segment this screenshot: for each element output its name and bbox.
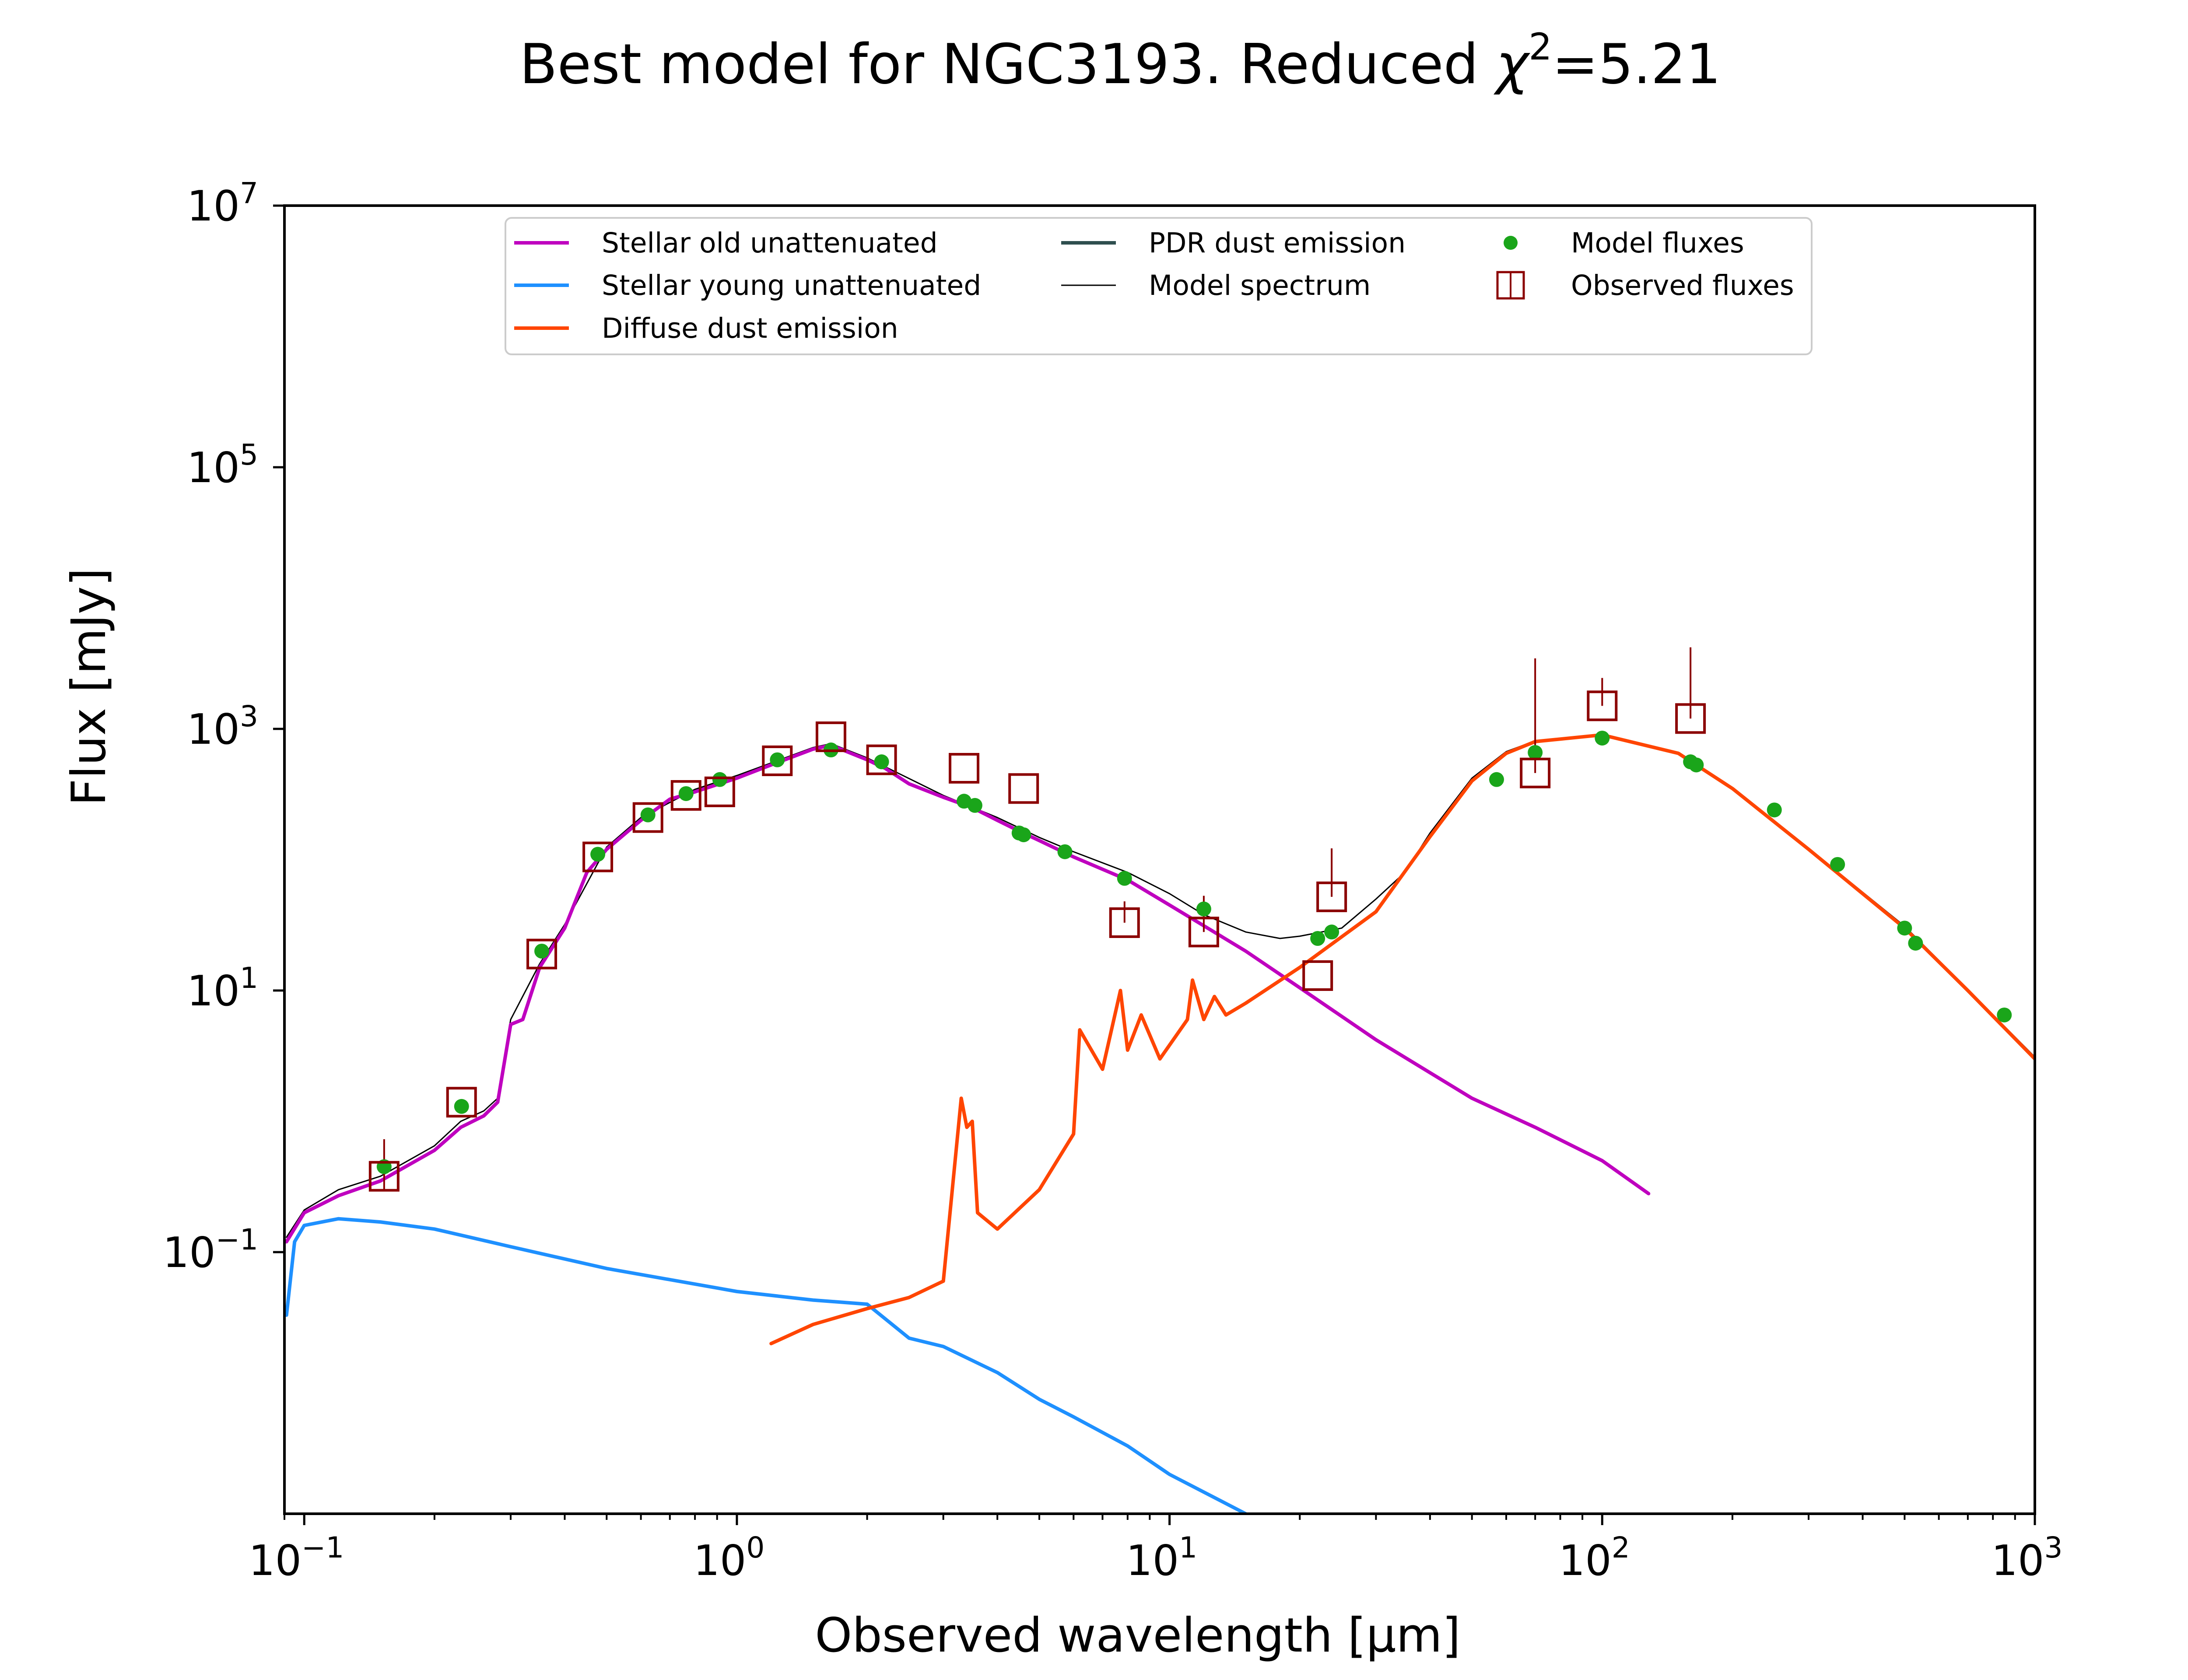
series-line-stellar-young-unattenuated [284,1217,1248,1514]
model-flux-point [874,754,889,770]
observed-flux-marker [1109,907,1140,938]
y-tick-label: 105 [187,438,258,492]
observed-flux-marker [1587,690,1618,721]
chi-symbol: χ [1494,32,1531,96]
y-tick-label: 103 [187,700,258,754]
legend-box [505,217,1813,355]
legend-label-model-fluxes: Model fluxes [1571,227,1744,259]
observed-flux-marker [670,780,701,811]
observed-flux-marker [632,802,663,833]
observed-flux-marker [1302,960,1333,991]
legend-label-observed-fluxes: Observed fluxes [1571,270,1794,301]
model-flux-point [967,798,982,813]
legend-label-pdr-dust-emission: PDR dust emission [1149,227,1406,259]
model-flux-point [1767,802,1782,818]
y-axis-label: Flux [mJy] [62,568,116,806]
x-axis-label: Observed wavelength [μm] [815,1608,1461,1663]
observed-flux-marker [704,776,735,807]
legend-label-stellar-young-unattenuated: Stellar young unattenuated [602,270,981,301]
model-flux-point [712,772,727,787]
model-flux-point [640,807,656,822]
legend-label-model-spectrum: Model spectrum [1149,270,1371,301]
observed-flux-marker [1675,703,1706,734]
observed-flux-marker [1520,757,1551,788]
observed-flux-marker [446,1087,477,1118]
model-flux-point [1595,731,1610,746]
x-tick-label: 100 [693,1531,764,1585]
x-tick-label: 103 [1992,1531,2063,1585]
observed-flux-marker [1316,881,1347,912]
model-flux-point [1830,857,1845,872]
y-tick-label: 10−1 [163,1223,258,1277]
model-flux-point [678,786,694,801]
model-flux-point [1908,935,1923,951]
legend: Stellar old unattenuated Stellar young un… [505,217,1813,355]
observed-flux-marker [526,938,558,970]
model-flux-point [1117,871,1132,886]
chi-exponent: 2 [1529,25,1552,68]
y-tick-label: 101 [187,961,258,1015]
model-flux-point [590,847,606,862]
observed-flux-marker [762,745,793,776]
observed-flux-marker [866,744,897,775]
y-tick-label: 107 [187,176,258,231]
x-tick-label: 102 [1559,1531,1630,1585]
legend-label-diffuse-dust-emission: Diffuse dust emission [602,312,898,344]
observed-flux-marker [1008,773,1039,804]
model-flux-point [1196,901,1211,917]
series-line-stellar-old-unattenuated [284,743,1651,1244]
model-flux-point [1016,827,1031,843]
chart-title: Best model for NGC3193. Reduced χ2=5.21 [519,25,1721,96]
model-flux-point [1324,924,1339,940]
tick-layer: 10−1 100 101 102 103 10−1 101 103 105 107 [163,176,2063,1585]
observed-flux-marker [582,841,614,872]
model-flux-point [1528,745,1543,760]
model-flux-point [1057,844,1073,859]
legend-swatch-model-fluxes [1504,236,1518,250]
observed-flux-marker [949,753,980,784]
model-flux-point [534,943,550,959]
observed-flux-marker [368,1161,400,1192]
observed-flux-marker [1188,917,1219,948]
model-flux-point [1997,1007,2012,1022]
observed-flux-marker [815,721,846,752]
x-tick-label: 10−1 [249,1531,344,1585]
plot-frame [283,204,2036,1515]
model-flux-point [454,1099,469,1114]
legend-label-stellar-old-unattenuated: Stellar old unattenuated [602,227,938,259]
model-flux-point [1689,757,1704,773]
model-flux-point [1310,931,1325,946]
x-tick-label: 101 [1126,1531,1197,1585]
marker-layer [368,690,2012,1192]
model-flux-point [1897,920,1912,936]
model-flux-point [770,752,785,767]
model-flux-point [1489,772,1504,787]
